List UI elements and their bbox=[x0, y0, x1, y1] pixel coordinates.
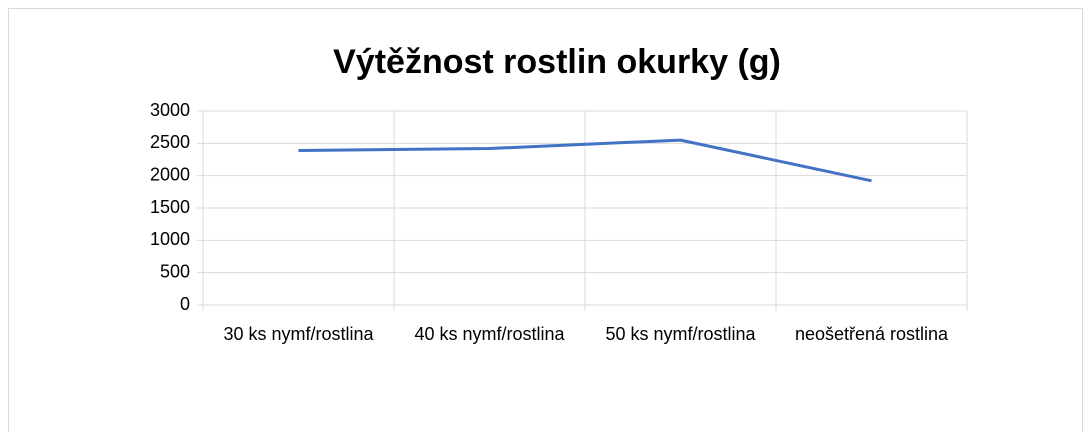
y-tick-label: 3000 bbox=[150, 100, 190, 120]
y-tick-label: 0 bbox=[180, 294, 190, 314]
y-tick-label: 2500 bbox=[150, 132, 190, 152]
x-tick-label: 50 ks nymf/rostlina bbox=[605, 324, 756, 344]
y-tick-label: 500 bbox=[160, 261, 190, 281]
x-tick-label: neošetřená rostlina bbox=[794, 324, 949, 344]
x-tick-label: 30 ks nymf/rostlina bbox=[223, 324, 374, 344]
chart-border bbox=[8, 8, 1083, 432]
y-tick-label: 1500 bbox=[150, 197, 190, 217]
x-tick-label: 40 ks nymf/rostlina bbox=[414, 324, 565, 344]
y-tick-label: 1000 bbox=[150, 229, 190, 249]
line bbox=[298, 138, 872, 183]
y-tick-label: 2000 bbox=[150, 164, 190, 184]
chart-title: Výtěžnost rostlin okurky (g) bbox=[333, 43, 781, 81]
